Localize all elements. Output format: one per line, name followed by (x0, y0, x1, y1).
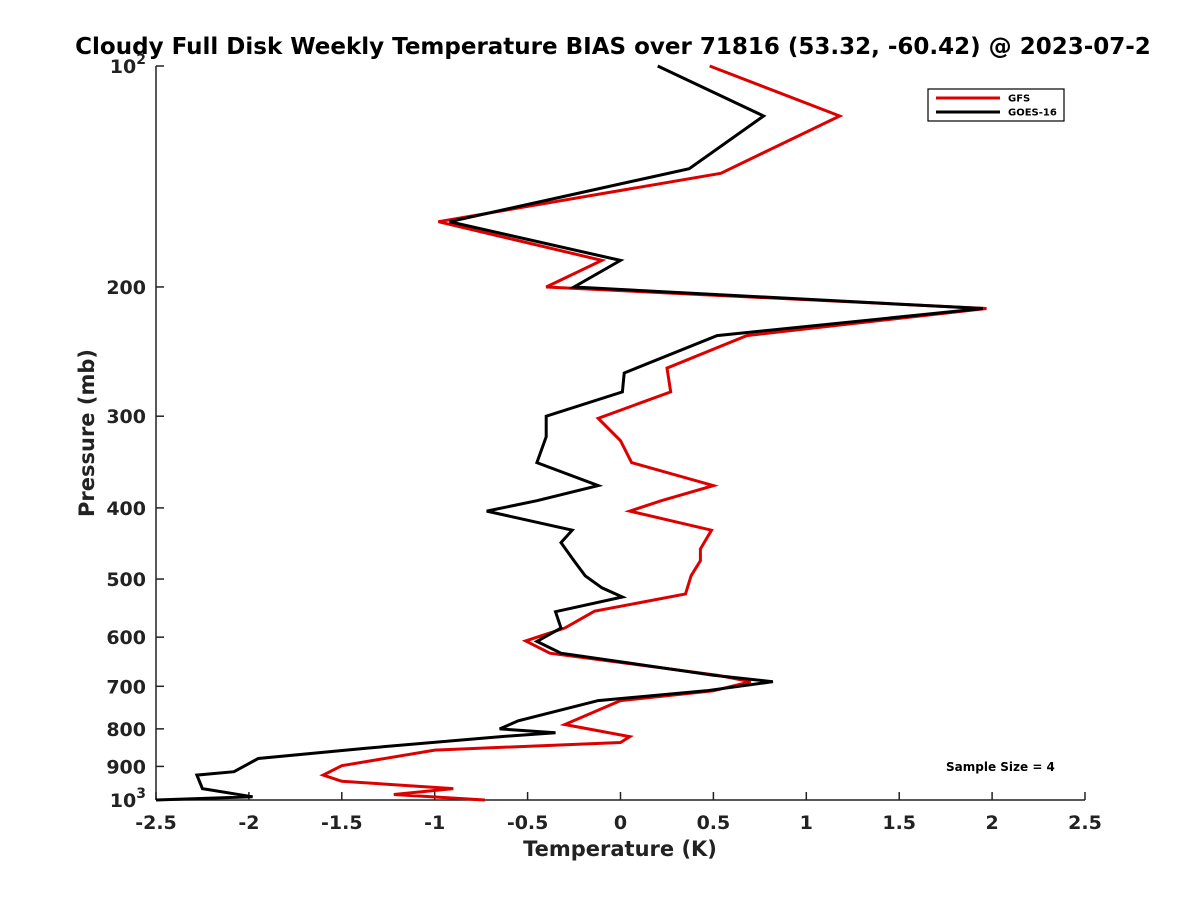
x-tick-label: 2.5 (1068, 812, 1102, 834)
y-tick-label: 400 (106, 498, 146, 520)
plot-area (155, 66, 1085, 801)
y-tick-label: 800 (106, 719, 146, 741)
x-tick-label: -1.5 (321, 812, 363, 834)
series-lines (155, 64, 987, 802)
y-tick-label: 300 (106, 406, 146, 428)
x-tick-label: 2 (985, 812, 998, 834)
y-tick-label: 600 (106, 627, 146, 649)
x-tick-label: -1 (424, 812, 445, 834)
x-tick-label: -2 (238, 812, 259, 834)
x-tick-label: 1 (800, 812, 813, 834)
x-axis-label: Temperature (K) (523, 837, 717, 861)
x-ticks: -2.5 -2 -1.5 -1 -0.5 0 0.5 1 1.5 2 2.5 (135, 792, 1102, 834)
y-tick-label: 103 (110, 786, 146, 812)
y-tick-label: 700 (106, 676, 146, 698)
x-tick-label: -2.5 (135, 812, 177, 834)
series-line-goes-16 (155, 64, 983, 802)
legend: GFS GOES-16 (927, 88, 1065, 122)
legend-label-goes-16: GOES-16 (1008, 108, 1057, 119)
x-tick-label: 0 (614, 812, 627, 834)
y-axis-label: Pressure (mb) (75, 349, 99, 517)
y-tick-label: 102 (110, 52, 146, 78)
y-ticks: 102 200 300 400 500 600 700 800 900 103 (106, 52, 164, 812)
sample-size-annotation: Sample Size = 4 (946, 760, 1055, 774)
legend-box (927, 88, 1065, 122)
legend-label-gfs: GFS (1008, 94, 1030, 105)
x-tick-label: 1.5 (882, 812, 916, 834)
y-tick-label: 500 (106, 569, 146, 591)
x-tick-label: 0.5 (697, 812, 731, 834)
chart-title: Cloudy Full Disk Weekly Temperature BIAS… (75, 34, 1151, 60)
x-tick-label: -0.5 (507, 812, 549, 834)
y-tick-label: 900 (106, 756, 146, 778)
y-tick-label: 200 (106, 277, 146, 299)
